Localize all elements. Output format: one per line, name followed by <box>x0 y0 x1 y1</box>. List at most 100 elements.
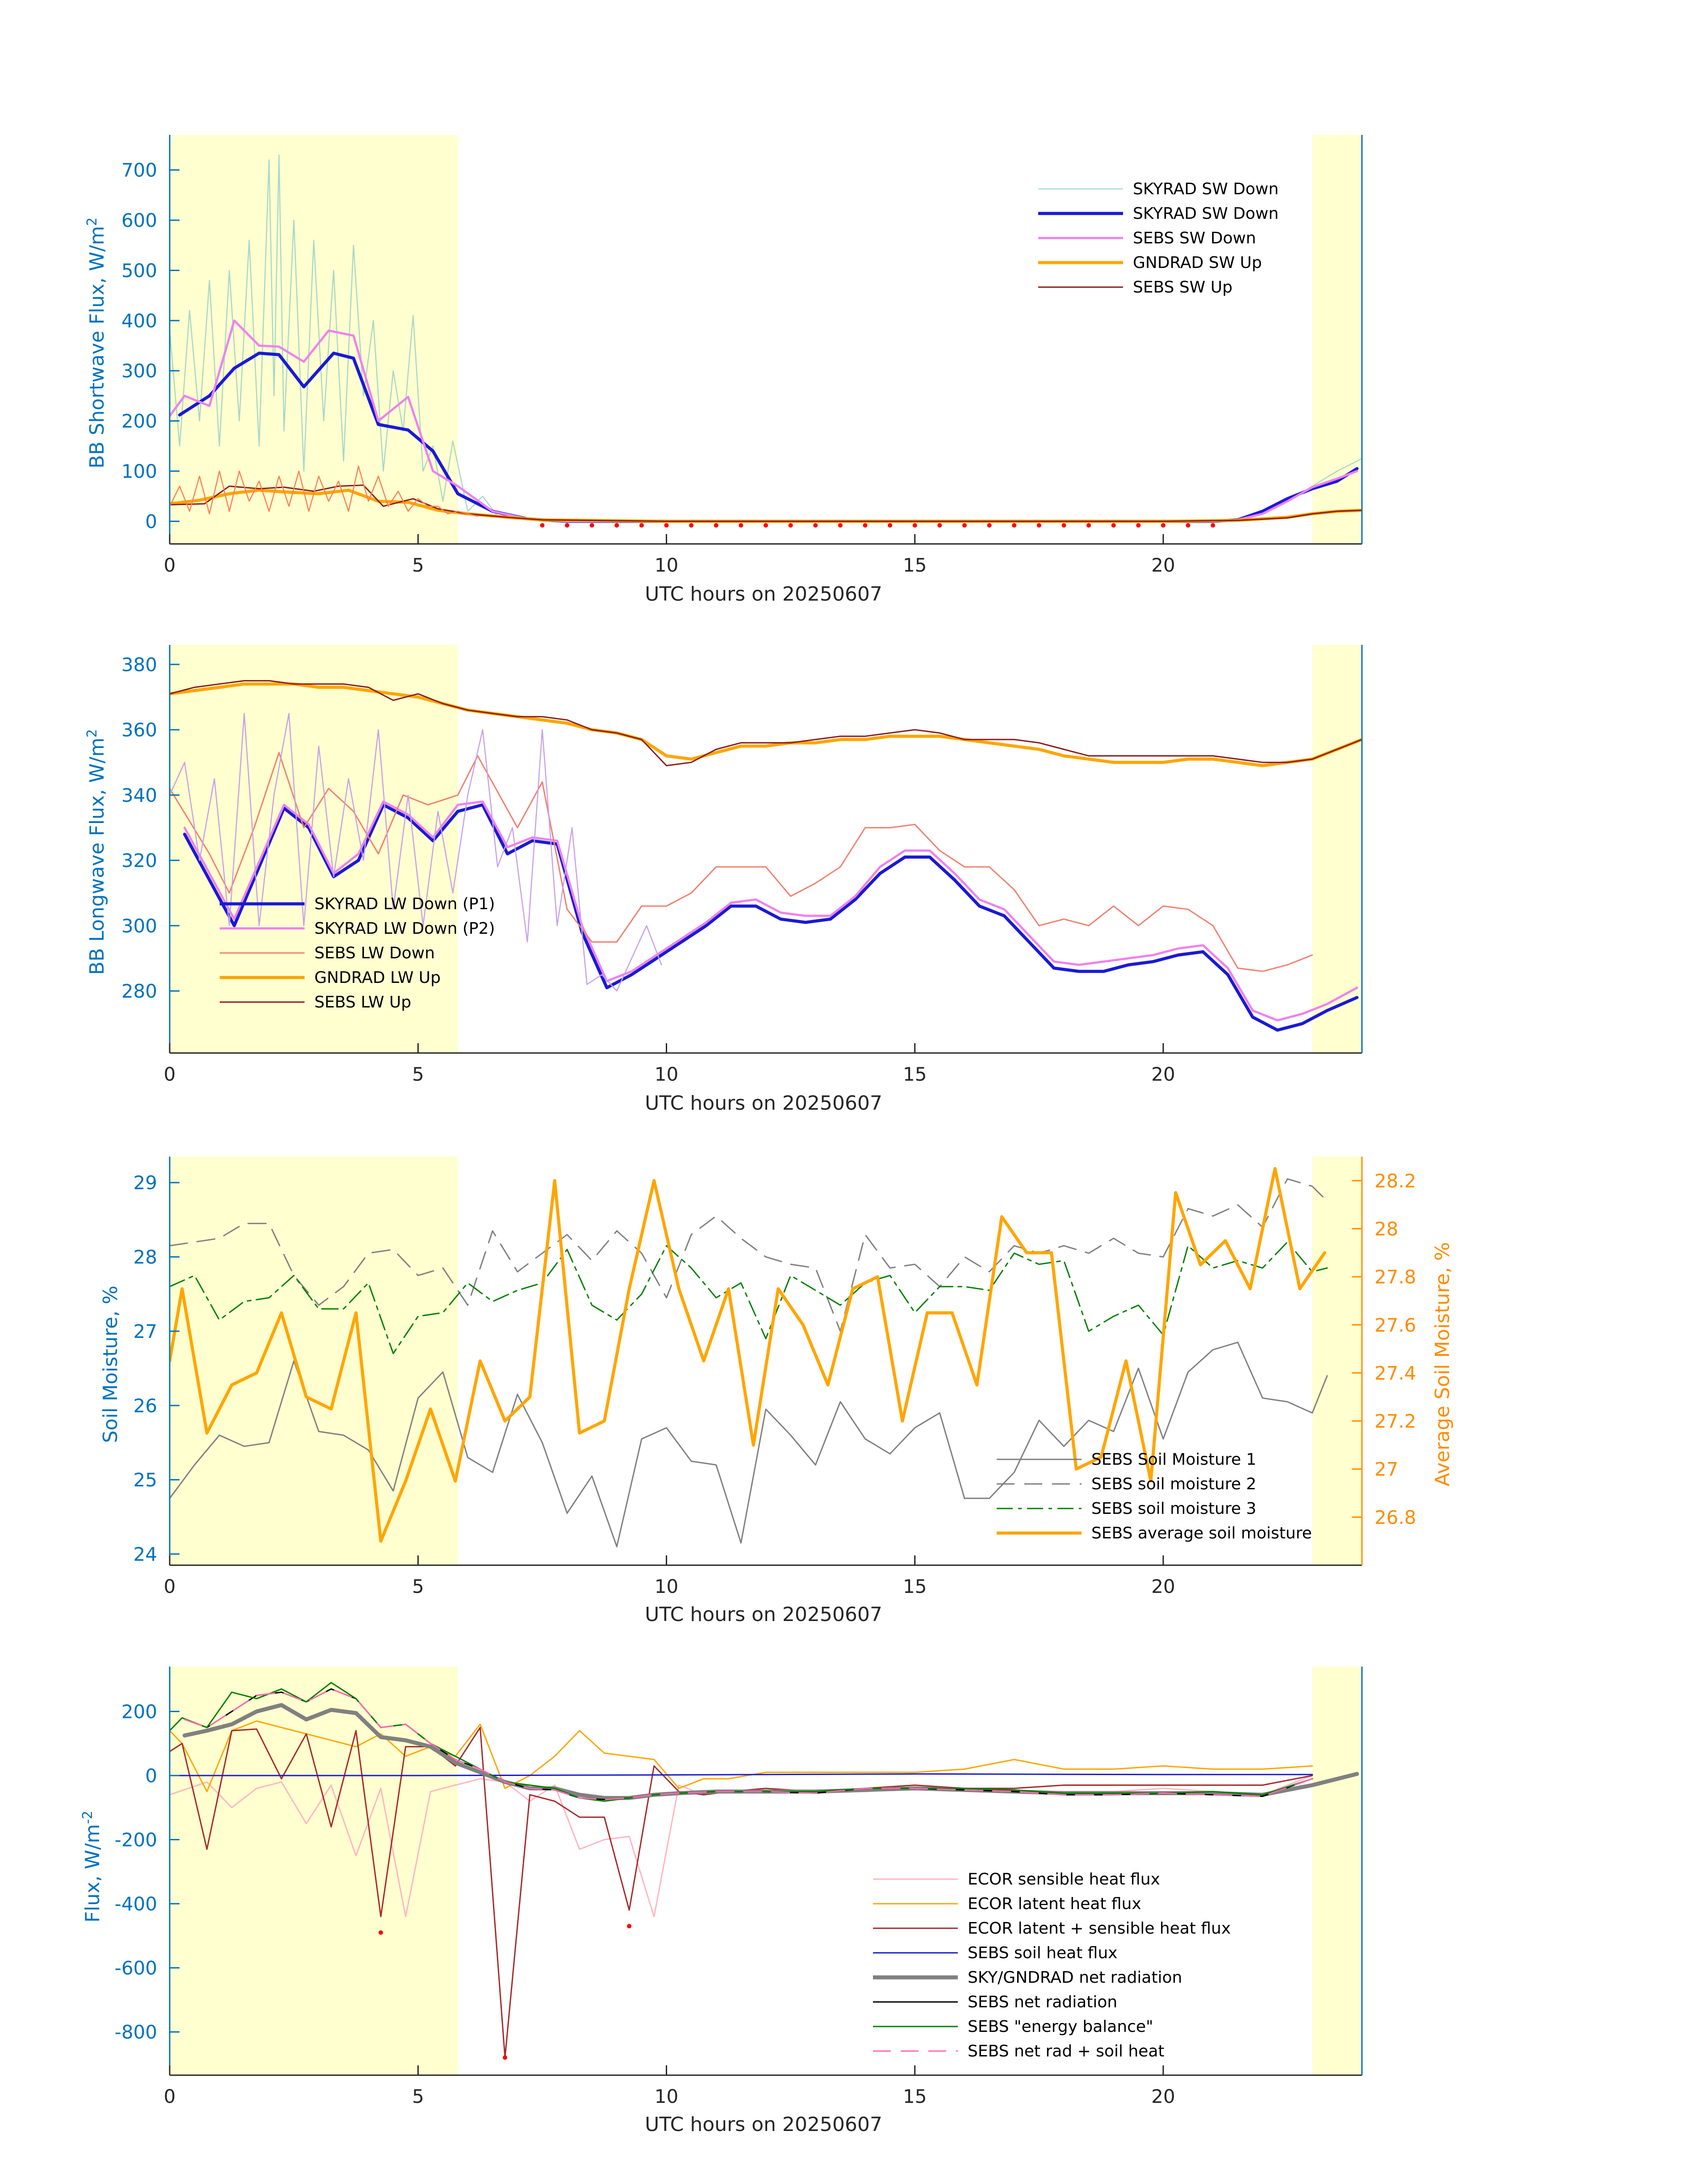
legend-label: SEBS LW Up <box>314 993 411 1011</box>
series-line <box>170 713 662 992</box>
y-axis-label-right: Average Soil Moisture, % <box>1431 1242 1454 1486</box>
panel-flux: 0 5 10 15 20 -800 -600 -400 -200 0 200 UTC hours o… <box>80 1667 1363 2136</box>
data-marker <box>813 523 818 528</box>
series-line <box>170 1241 1328 1354</box>
legend: ECOR sensible heat flux ECOR latent heat … <box>873 1870 1231 2060</box>
data-marker <box>962 523 967 528</box>
x-tick-label: 10 <box>655 554 678 576</box>
legend-label: GNDRAD SW Up <box>1133 254 1262 272</box>
data-marker <box>863 523 868 528</box>
data-marker <box>1061 523 1066 528</box>
data-marker <box>1111 523 1116 528</box>
x-tick-label: 10 <box>655 1063 678 1085</box>
y-tick-label: 29 <box>134 1172 157 1194</box>
data-marker <box>739 523 743 528</box>
x-tick-label: 20 <box>1151 1575 1175 1597</box>
y-right-tick-label: 28.2 <box>1374 1170 1416 1192</box>
y-tick-label: 28 <box>134 1246 157 1268</box>
x-tick-label: 0 <box>164 1063 176 1085</box>
y-right-tick-label: 27 <box>1374 1458 1398 1480</box>
x-axis-label: UTC hours on 20250607 <box>645 2113 882 2136</box>
legend-label: ECOR latent + sensible heat flux <box>968 1919 1231 1938</box>
data-marker <box>378 1930 383 1935</box>
x-tick-label: 20 <box>1151 554 1175 576</box>
data-marker <box>502 2055 507 2060</box>
shaded-region <box>1312 645 1362 1053</box>
shaded-region <box>1312 1157 1362 1565</box>
y-tick-label: 200 <box>121 1701 157 1722</box>
y-tick-label: 26 <box>134 1395 157 1417</box>
y-tick-label: -800 <box>115 2021 157 2043</box>
y-tick-label: 320 <box>121 850 157 872</box>
x-tick-label: 15 <box>903 554 927 576</box>
legend-label: ECOR latent heat flux <box>968 1895 1141 1913</box>
y-tick-label: 360 <box>121 719 157 741</box>
x-axis-label: UTC hours on 20250607 <box>645 1092 882 1115</box>
data-marker <box>565 523 569 528</box>
data-marker <box>1012 523 1017 528</box>
plot-area <box>170 1682 1359 2060</box>
legend-label: SEBS net radiation <box>968 1993 1117 2011</box>
shaded-region <box>170 645 458 1053</box>
data-marker <box>664 523 669 528</box>
x-tick-label: 20 <box>1151 2085 1175 2107</box>
tick-labels: 0 5 10 15 20 24 25 26 27 28 29 <box>134 1172 1175 1597</box>
night-shading <box>170 1157 1362 1565</box>
tick-labels: 0 5 10 15 20 -800 -600 -400 -200 0 200 <box>115 1701 1175 2107</box>
y-tick-label: 400 <box>121 310 157 332</box>
y-tick-label: 200 <box>121 410 157 432</box>
y-axis-label: BB Shortwave Flux, W/m2 <box>84 217 109 468</box>
legend-label: SEBS soil heat flux <box>968 1944 1118 1962</box>
shaded-region <box>1312 1667 1362 2075</box>
legend: SKYRAD SW Down SKYRAD SW Down SEBS SW Down… <box>1038 180 1278 297</box>
data-marker <box>764 523 768 528</box>
y-tick-label: 600 <box>121 209 157 231</box>
series-line <box>170 465 479 517</box>
shaded-region <box>170 1667 458 2075</box>
legend-label: SEBS soil moisture 3 <box>1091 1500 1256 1518</box>
series-line <box>170 1178 1328 1332</box>
data-marker <box>987 523 992 528</box>
x-tick-label: 20 <box>1151 1063 1175 1085</box>
series-line <box>170 1773 1313 1776</box>
plot-area <box>170 154 1362 528</box>
data-marker <box>1211 523 1215 528</box>
x-tick-label: 5 <box>412 2085 424 2107</box>
y-tick-label: 0 <box>145 510 157 532</box>
series-line <box>170 319 1358 522</box>
x-tick-label: 0 <box>164 1575 176 1597</box>
x-axis-label: UTC hours on 20250607 <box>645 583 882 606</box>
data-marker <box>614 523 619 528</box>
data-marker <box>627 1924 632 1929</box>
y-tick-label: 340 <box>121 784 157 806</box>
x-tick-label: 0 <box>164 2085 176 2107</box>
y-axis-label: BB Longwave Flux, W/m2 <box>84 729 109 975</box>
data-marker <box>1136 523 1141 528</box>
legend-label: SEBS "energy balance" <box>968 2018 1153 2036</box>
y-tick-label: 300 <box>121 915 157 937</box>
night-shading <box>170 645 1362 1053</box>
data-marker <box>714 523 718 528</box>
legend-label: SKY/GNDRAD net radiation <box>968 1968 1182 1987</box>
series-line <box>170 1720 1313 1793</box>
x-tick-label: 0 <box>164 554 176 576</box>
x-tick-label: 5 <box>412 1063 424 1085</box>
legend-label: SKYRAD SW Down <box>1133 205 1278 223</box>
data-marker <box>788 523 793 528</box>
series-line <box>170 682 1362 767</box>
y-right-tick-label: 27.8 <box>1374 1266 1416 1288</box>
series-line <box>183 800 1358 1022</box>
data-marker <box>1036 523 1041 528</box>
legend-label: SEBS SW Up <box>1133 278 1232 297</box>
tick-labels: 0 5 10 15 20 280 300 320 340 360 380 <box>121 654 1175 1085</box>
right-tick-labels: 26.8 27 27.2 27.4 27.6 27.8 28 28.2 <box>1352 1170 1416 1528</box>
series-line <box>170 1167 1327 1543</box>
x-tick-label: 10 <box>655 2085 678 2107</box>
legend-label: SKYRAD SW Down <box>1133 180 1278 198</box>
plot-area <box>170 680 1362 1032</box>
y-tick-label: 380 <box>121 654 157 676</box>
y-tick-label: 500 <box>121 259 157 281</box>
